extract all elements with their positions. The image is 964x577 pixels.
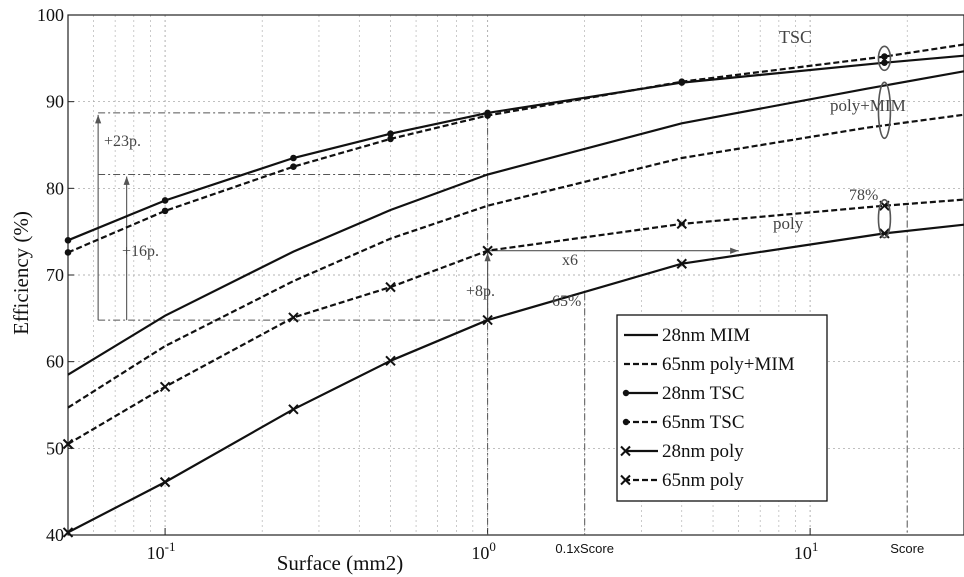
point-28nm-poly <box>288 404 299 415</box>
point-65nm-poly <box>62 438 74 450</box>
legend-label-28nm-poly: 28nm poly <box>662 441 744 462</box>
legend-box <box>616 314 828 502</box>
point-mark <box>385 281 396 293</box>
point-28nm-tsc <box>64 237 72 244</box>
y-tick-label: 100 <box>37 5 64 25</box>
point-65nm-poly <box>676 218 687 230</box>
point-mark <box>385 355 396 367</box>
y-tick-label: 40 <box>46 525 64 545</box>
series-line-65nm-poly <box>67 198 964 445</box>
series-line-28nm-mim <box>67 70 964 376</box>
point-28nm-tsc <box>290 154 297 162</box>
point-28nm-poly <box>62 527 74 538</box>
legend-label-65nm-tsc: 65nm TSC <box>662 412 745 433</box>
x-tick-label: 101 <box>794 539 819 563</box>
ellipse-poly <box>877 198 892 239</box>
y-tick-label: 80 <box>46 178 64 198</box>
point-65nm-tsc <box>881 53 888 60</box>
point-65nm-tsc <box>64 249 72 256</box>
legend-label-65nm-poly-mim: 65nm poly+MIM <box>662 354 795 375</box>
point-65nm-tsc <box>484 112 491 119</box>
annotations <box>877 45 892 239</box>
annotation-poly-mim: poly+MIM <box>830 96 906 115</box>
annotation-x6: x6 <box>562 252 578 269</box>
point-28nm-poly <box>159 476 171 488</box>
legend-marker-65nm-tsc <box>622 418 630 426</box>
x-tick-label: 10-1 <box>147 539 176 563</box>
y-tick-label: 60 <box>46 352 64 372</box>
point-mark <box>676 258 687 269</box>
point-65nm-poly <box>288 312 299 323</box>
series-line-65nm-tsc <box>67 43 964 254</box>
arrow-plus-16-head <box>123 176 130 185</box>
point-65nm-poly <box>482 245 493 256</box>
point-mark <box>159 476 171 488</box>
point-28nm-poly <box>482 314 493 326</box>
point-mark <box>159 381 171 393</box>
point-mark <box>62 527 74 538</box>
point-28nm-tsc <box>387 130 394 138</box>
x-axis-label: Surface (mm2) <box>277 551 404 575</box>
y-tick-label: 90 <box>46 92 64 112</box>
point-65nm-poly <box>159 381 171 393</box>
legend-marker-28nm-poly <box>620 445 631 457</box>
point-28nm-poly <box>385 355 396 367</box>
series-line-65nm-poly-mim <box>67 113 964 409</box>
point-65nm-poly <box>385 281 396 293</box>
series-markers <box>62 53 890 538</box>
x-extra-tick-label: 0.1xScore <box>555 541 614 556</box>
point-65nm-tsc <box>678 78 686 86</box>
point-65nm-tsc <box>290 163 297 170</box>
y-axis-label: Efficiency (%) <box>9 211 33 335</box>
legend-label-28nm-tsc: 28nm TSC <box>662 383 745 404</box>
annotation-poly: poly <box>773 214 804 233</box>
legend-marker-28nm-tsc <box>622 389 630 397</box>
point-mark <box>482 245 493 256</box>
point-mark <box>62 438 74 450</box>
annotation-tsc: TSC <box>779 27 812 47</box>
series-line-28nm-poly <box>67 223 964 534</box>
point-mark <box>482 314 493 326</box>
annotation-65-percent: 65% <box>552 293 581 310</box>
y-tick-label: 70 <box>46 265 64 285</box>
annotation-plus-16: +16p. <box>122 243 159 260</box>
annotation-plus-23: +23p. <box>104 133 141 150</box>
point-65nm-tsc <box>161 207 169 215</box>
legend: 28nm MIM 65nm poly+MIM 28nm TSC 65nm TSC 28n… <box>616 314 828 502</box>
legend-marker-65nm-poly <box>620 474 631 486</box>
annotation-plus-8: +8p. <box>466 283 495 300</box>
point-65nm-tsc <box>387 135 394 143</box>
y-tick-label: 50 <box>46 438 64 458</box>
point-28nm-tsc <box>881 59 888 66</box>
x-tick-label: 100 <box>471 539 496 563</box>
arrow-plus-23-head <box>95 114 102 124</box>
legend-label-28nm-mim: 28nm MIM <box>662 325 750 346</box>
x-extra-tick-label: Score <box>890 541 924 556</box>
point-mark <box>676 218 687 230</box>
series-lines <box>67 43 964 534</box>
point-28nm-tsc <box>161 197 169 204</box>
arrow-x6-head <box>730 247 739 254</box>
point-mark <box>288 312 299 323</box>
ellipse-poly-mim <box>877 81 892 140</box>
legend-label-65nm-poly: 65nm poly <box>662 470 744 491</box>
series-line-28nm-tsc <box>67 54 964 242</box>
reference-lines <box>95 112 908 535</box>
point-mark <box>288 404 299 415</box>
ellipse-tsc <box>877 45 892 72</box>
annotation-78-percent: 78% <box>849 187 878 204</box>
point-28nm-poly <box>676 258 687 269</box>
arrow-plus-8-head <box>484 252 491 262</box>
